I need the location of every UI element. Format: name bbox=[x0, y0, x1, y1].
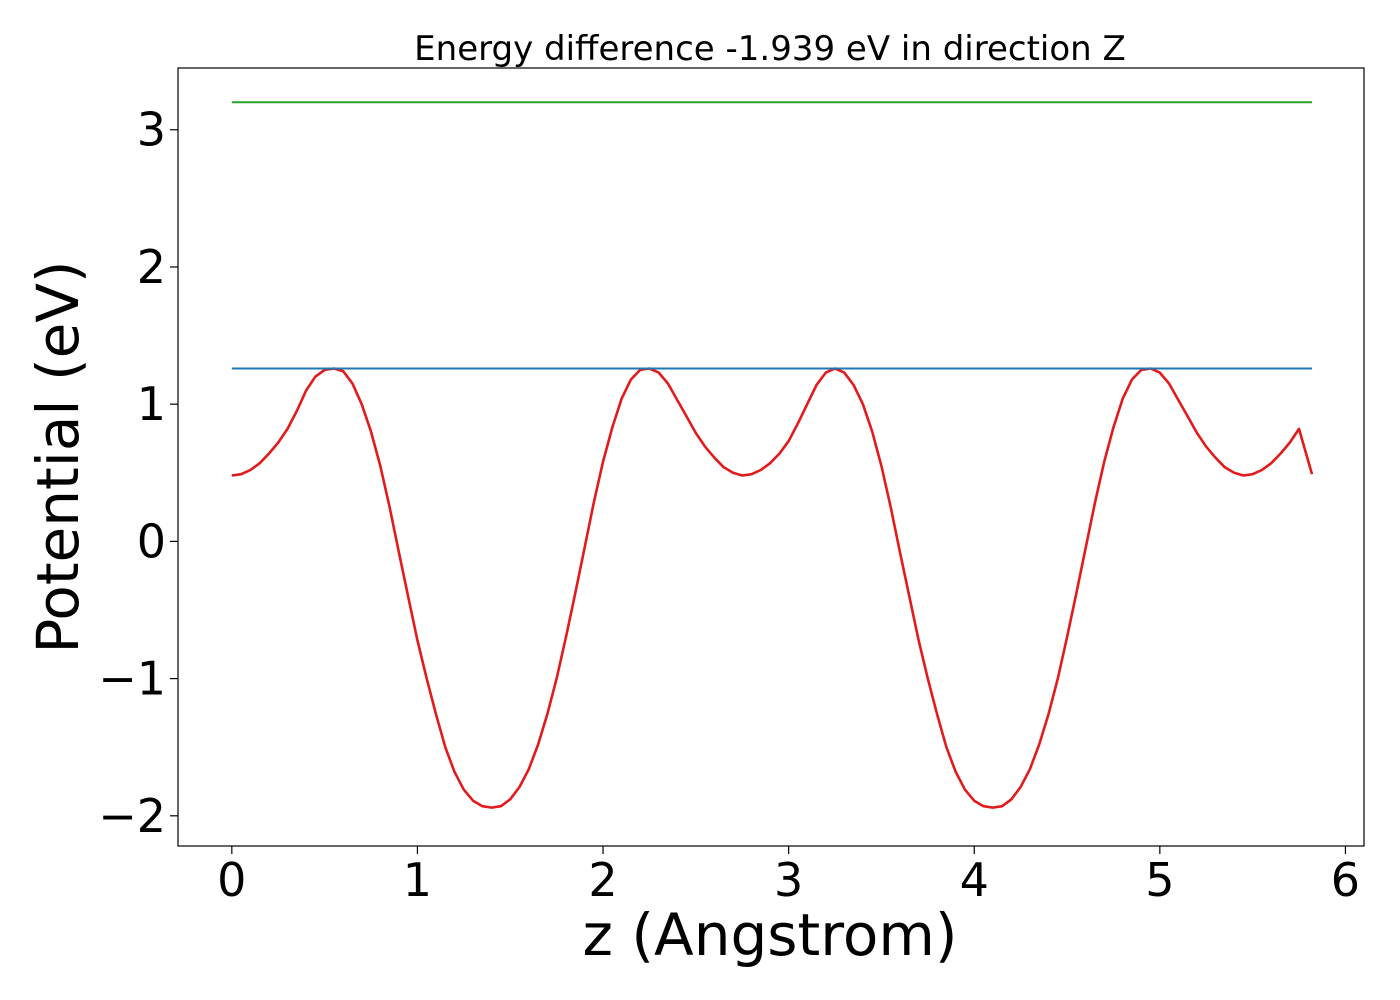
y-tick-label: 1 bbox=[137, 377, 166, 431]
x-tick-label: 6 bbox=[1331, 853, 1360, 907]
y-tick-label: 0 bbox=[137, 514, 166, 568]
x-tick-label: 3 bbox=[774, 853, 803, 907]
y-tick-label: −1 bbox=[98, 652, 166, 706]
chart-title: Energy difference -1.939 eV in direction… bbox=[414, 29, 1126, 69]
x-tick-label: 0 bbox=[217, 853, 246, 907]
y-tick-label: 3 bbox=[137, 103, 166, 157]
y-axis: −2 −1 0 1 2 3 bbox=[98, 103, 178, 843]
series-line-0 bbox=[231, 367, 1314, 809]
y-tick-label: −2 bbox=[98, 789, 166, 843]
x-tick-label: 2 bbox=[588, 853, 617, 907]
y-tick-label: 2 bbox=[137, 240, 166, 294]
x-tick-label: 1 bbox=[403, 853, 432, 907]
x-axis: 0 1 2 3 4 5 6 bbox=[217, 846, 1360, 907]
x-tick-label: 4 bbox=[960, 853, 989, 907]
plot-series bbox=[231, 101, 1314, 809]
y-axis-label: Potential (eV) bbox=[24, 260, 92, 653]
x-tick-label: 5 bbox=[1145, 853, 1174, 907]
x-axis-label: z (Angstrom) bbox=[583, 901, 958, 969]
plot-frame bbox=[177, 67, 1365, 847]
